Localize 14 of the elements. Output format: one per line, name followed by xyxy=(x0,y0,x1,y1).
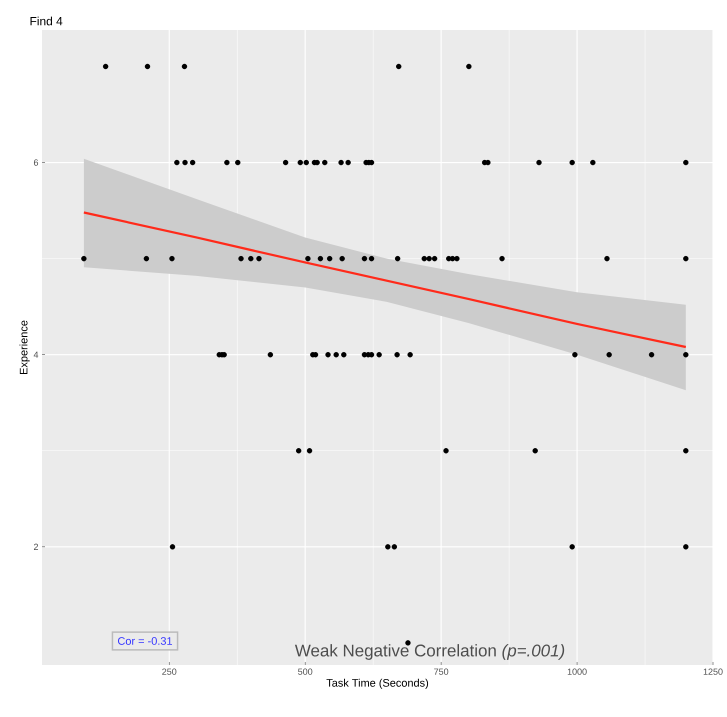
y-tick-label: 4 xyxy=(34,352,38,358)
x-tick-label: 1250 xyxy=(704,668,723,675)
y-tick-label: 6 xyxy=(34,159,38,166)
annotation: Cor = -0.31 xyxy=(118,637,172,645)
x-tick-label: 250 xyxy=(162,668,176,675)
chart-title: Find 4 xyxy=(30,16,62,26)
x-axis-title: Task Time (Seconds) xyxy=(326,678,428,689)
x-tick-label: 1000 xyxy=(568,668,587,675)
y-tick-label: 2 xyxy=(34,544,38,550)
x-tick-label: 750 xyxy=(434,668,448,675)
y-axis-title: Experience xyxy=(19,320,30,374)
line-series xyxy=(82,211,687,348)
annotation: Weak Negative Correlation (p=.001) xyxy=(294,644,564,660)
x-tick-label: 500 xyxy=(298,668,312,675)
